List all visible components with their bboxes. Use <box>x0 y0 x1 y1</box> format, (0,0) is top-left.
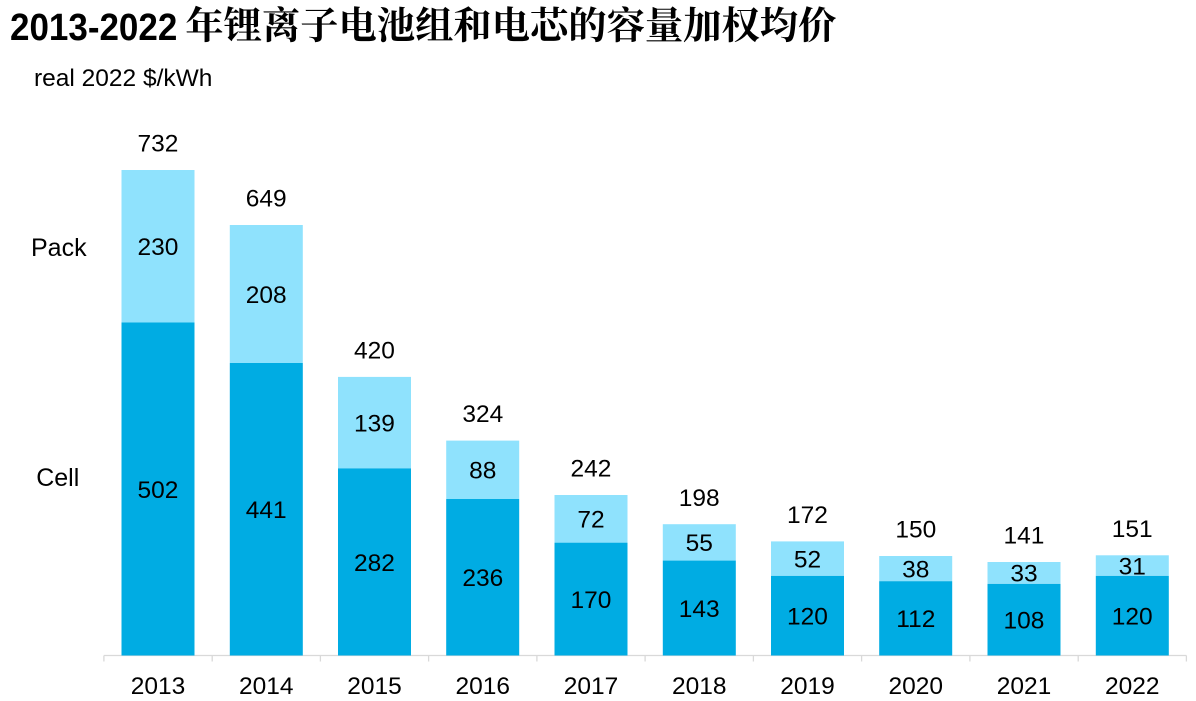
svg-text:242: 242 <box>571 456 612 483</box>
svg-text:282: 282 <box>354 550 395 577</box>
svg-text:170: 170 <box>571 587 612 614</box>
svg-text:38: 38 <box>902 556 929 583</box>
svg-text:732: 732 <box>138 131 179 158</box>
svg-text:120: 120 <box>1112 604 1153 631</box>
svg-text:151: 151 <box>1112 516 1153 543</box>
svg-text:31: 31 <box>1119 553 1146 580</box>
svg-text:441: 441 <box>246 497 287 524</box>
svg-text:2014: 2014 <box>239 673 294 700</box>
svg-text:2020: 2020 <box>889 673 944 700</box>
svg-text:2013-2022: 2013-2022 <box>10 6 177 49</box>
svg-text:2017: 2017 <box>564 673 619 700</box>
svg-text:141: 141 <box>1004 523 1045 550</box>
svg-text:649: 649 <box>246 186 287 213</box>
svg-text:Cell: Cell <box>36 464 79 492</box>
svg-text:2016: 2016 <box>456 673 511 700</box>
svg-text:2019: 2019 <box>780 673 835 700</box>
svg-text:88: 88 <box>469 458 496 485</box>
svg-text:2022: 2022 <box>1105 673 1160 700</box>
svg-text:55: 55 <box>686 530 713 557</box>
svg-text:324: 324 <box>462 401 503 428</box>
svg-text:420: 420 <box>354 338 395 365</box>
svg-text:52: 52 <box>794 547 821 574</box>
svg-text:236: 236 <box>462 565 503 592</box>
svg-text:139: 139 <box>354 411 395 438</box>
svg-text:112: 112 <box>896 606 935 633</box>
svg-text:33: 33 <box>1010 561 1037 588</box>
svg-text:150: 150 <box>895 517 936 544</box>
svg-text:2018: 2018 <box>672 673 727 700</box>
svg-text:real 2022 $/kWh: real 2022 $/kWh <box>34 65 212 92</box>
svg-text:72: 72 <box>577 507 604 534</box>
svg-text:230: 230 <box>138 234 179 261</box>
svg-text:502: 502 <box>138 477 179 504</box>
svg-text:198: 198 <box>679 485 720 512</box>
svg-text:208: 208 <box>246 282 287 309</box>
svg-text:143: 143 <box>679 596 720 623</box>
svg-text:108: 108 <box>1004 608 1045 635</box>
svg-text:120: 120 <box>787 604 828 631</box>
svg-text:2015: 2015 <box>347 673 402 700</box>
svg-text:2021: 2021 <box>997 673 1052 700</box>
svg-text:172: 172 <box>787 502 828 529</box>
svg-text:2013: 2013 <box>131 673 186 700</box>
svg-text:Pack: Pack <box>31 234 87 262</box>
